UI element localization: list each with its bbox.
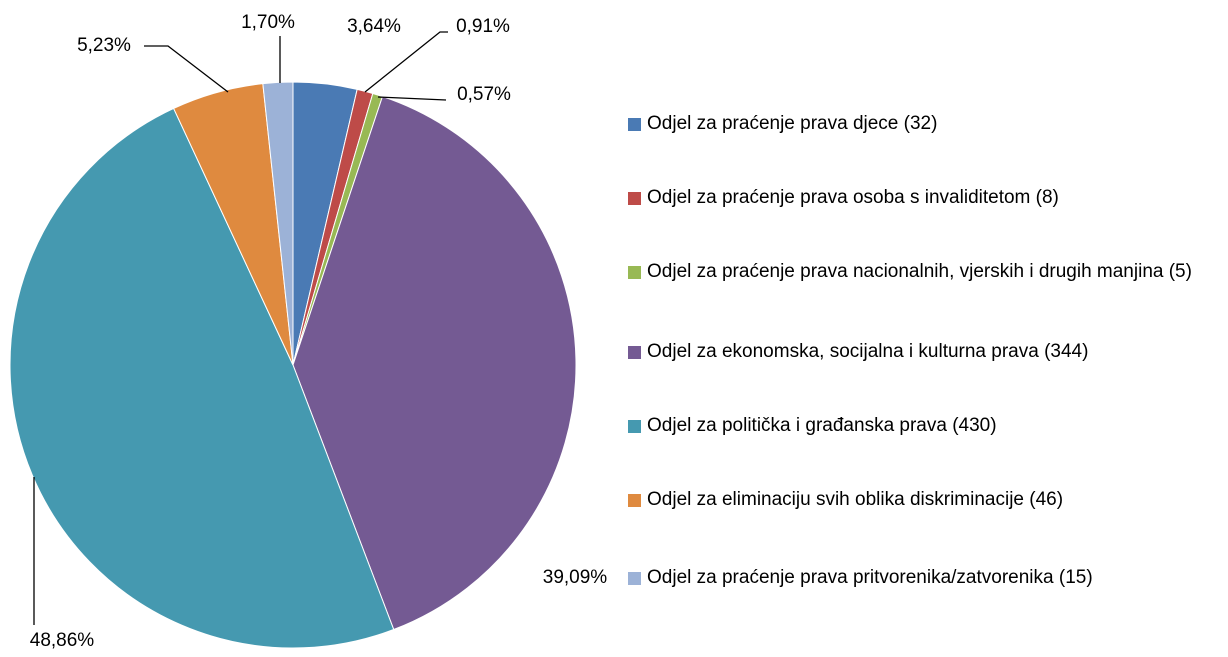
legend-item: Odjel za praćenje prava pritvorenika/zat…: [628, 566, 1224, 590]
data-label: 5,23%: [77, 35, 131, 56]
leader-line: [144, 45, 229, 93]
legend-swatch: [628, 118, 641, 131]
legend-label: Odjel za politička i građanska prava (43…: [647, 415, 997, 436]
legend-label: Odjel za eliminaciju svih oblika diskrim…: [647, 489, 1064, 510]
data-label: 1,70%: [241, 12, 295, 33]
pie-slice: [292, 95, 577, 631]
legend-item: Odjel za praćenje prava osoba s invalidi…: [628, 186, 1224, 210]
data-label: 48,86%: [30, 630, 95, 651]
data-label: 0,91%: [456, 16, 510, 37]
legend-item: Odjel za praćenje prava djece (32): [628, 112, 1224, 136]
legend-item: Odjel za praćenje prava nacionalnih, vje…: [628, 260, 1224, 284]
legend-swatch: [628, 420, 641, 433]
legend-label: Odjel za praćenje prava pritvorenika/zat…: [647, 567, 1093, 588]
pie-slice: [262, 81, 294, 366]
data-label: 0,57%: [457, 84, 511, 105]
pie-slice: [9, 107, 395, 649]
leader-line: [364, 31, 448, 93]
legend-swatch: [628, 346, 641, 359]
leader-line: [377, 96, 447, 101]
legend-swatch: [628, 572, 641, 585]
legend-swatch: [628, 192, 641, 205]
legend-item: Odjel za ekonomska, socijalna i kulturna…: [628, 340, 1224, 364]
data-label: 39,09%: [543, 567, 608, 588]
legend-swatch: [628, 494, 641, 507]
data-label: 3,64%: [347, 16, 401, 37]
legend-label: Odjel za ekonomska, socijalna i kulturna…: [647, 341, 1089, 362]
legend-item: Odjel za politička i građanska prava (43…: [628, 414, 1224, 438]
legend-label: Odjel za praćenje prava osoba s invalidi…: [647, 187, 1059, 208]
legend-swatch: [628, 266, 641, 279]
legend-label: Odjel za praćenje prava djece (32): [647, 113, 938, 134]
legend-label: Odjel za praćenje prava nacionalnih, vje…: [647, 261, 1192, 282]
legend-item: Odjel za eliminaciju svih oblika diskrim…: [628, 488, 1224, 512]
